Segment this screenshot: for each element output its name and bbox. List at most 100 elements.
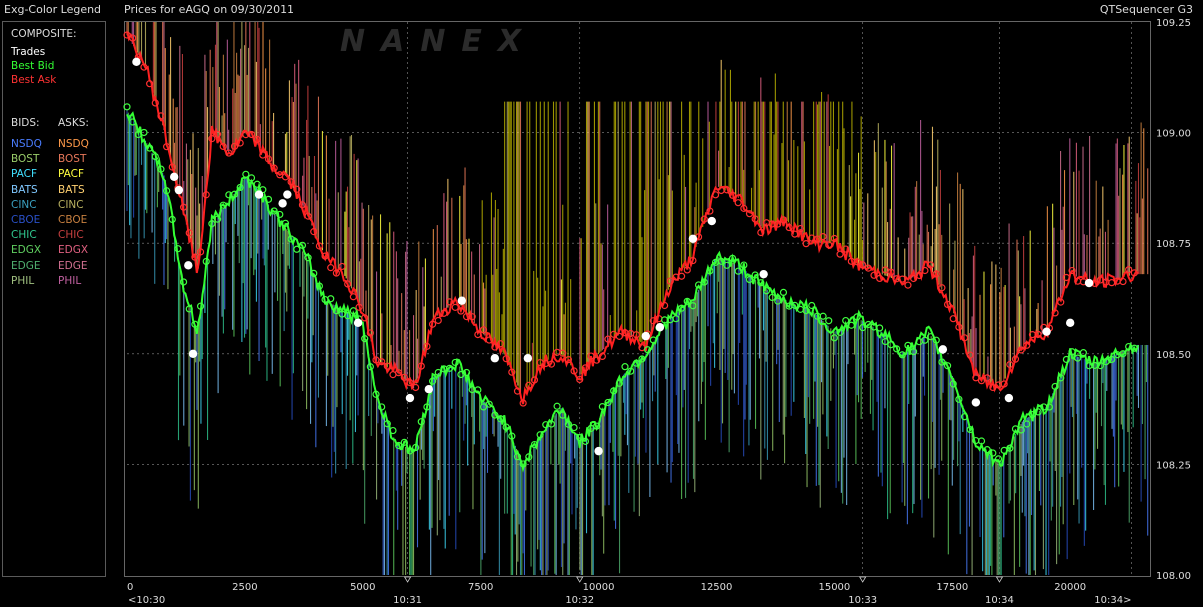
ask-quote-marker	[960, 334, 969, 342]
ask-quote-marker	[1006, 360, 1014, 369]
trade-point	[655, 323, 665, 332]
legend-bid-phil: PHIL	[11, 274, 35, 287]
app-name: QTSequencer G3	[1099, 3, 1193, 16]
ask-quote-marker	[813, 235, 822, 243]
bid-quote-marker	[1096, 362, 1104, 370]
bid-quote-marker	[485, 400, 493, 408]
bid-quote-marker	[955, 395, 963, 403]
bid-quote-marker	[966, 425, 974, 434]
ask-quote-marker	[1017, 346, 1025, 354]
ask-quote-marker	[185, 229, 193, 237]
y-tick-label: 108.50	[1156, 350, 1191, 361]
ask-quote-marker	[972, 374, 980, 382]
x-tick-label: 2500	[232, 582, 257, 593]
bid-quote-marker	[179, 278, 188, 286]
bid-quote-marker	[938, 358, 946, 366]
ask-quote-marker	[926, 261, 935, 269]
legend-best-ask: Best Ask	[11, 74, 57, 86]
bid-quote-marker	[428, 377, 437, 385]
ask-quote-marker	[955, 323, 963, 331]
ask-quote-marker	[457, 307, 465, 315]
bid-quote-marker	[921, 336, 929, 344]
ask-quote-marker	[287, 178, 295, 186]
ask-quote-marker	[530, 376, 539, 384]
ask-quote-marker	[1130, 269, 1138, 277]
ask-quote-marker	[253, 135, 261, 144]
ask-quote-marker	[706, 207, 714, 215]
bid-quote-marker	[1068, 348, 1076, 356]
bid-quote-marker	[576, 433, 584, 442]
ask-quote-marker	[604, 335, 612, 343]
ask-quote-marker	[553, 348, 561, 356]
trade-point	[184, 261, 193, 270]
ask-quote-marker	[332, 269, 340, 277]
time-label: 10:33	[848, 595, 877, 606]
bid-quote-marker	[253, 180, 261, 188]
bid-quote-marker	[593, 422, 601, 430]
ask-quote-marker	[570, 367, 578, 375]
ask-quote-marker	[853, 258, 861, 266]
legend-ask-bost: BOST	[58, 153, 87, 166]
ask-quote-marker	[519, 399, 527, 407]
ask-quote-marker	[864, 264, 872, 272]
ask-quote-marker	[842, 245, 850, 253]
trade-point	[174, 185, 184, 195]
bid-quote-marker	[123, 103, 131, 111]
bids-label: BIDS:	[11, 117, 40, 129]
bid-quote-marker	[1051, 382, 1059, 391]
bid-quote-marker	[1017, 426, 1025, 434]
x-tick-label: 10000	[583, 582, 615, 593]
ask-quote-marker	[1057, 298, 1065, 306]
bid-quote-marker	[157, 165, 165, 173]
ask-quote-marker	[581, 364, 589, 372]
bid-quote-marker	[530, 440, 539, 449]
ask-quote-marker	[304, 212, 312, 220]
ask-quote-marker	[236, 139, 244, 147]
bid-quote-marker	[547, 420, 556, 428]
ask-quote-marker	[157, 112, 165, 120]
bid-quote-marker	[717, 257, 725, 265]
bid-quote-marker	[474, 386, 482, 394]
bid-quote-marker	[808, 301, 816, 310]
ask-quote-marker	[451, 303, 459, 311]
bid-quote-marker	[310, 269, 318, 277]
ask-quote-marker	[151, 99, 159, 107]
bid-quote-marker	[349, 307, 357, 315]
legend-ask-edge: EDGE	[58, 259, 88, 272]
ask-quote-marker	[1125, 266, 1133, 274]
ask-quote-marker	[406, 379, 414, 387]
bid-quote-marker	[864, 320, 872, 329]
legend-ask-edgx: EDGX	[58, 244, 89, 257]
bid-quote-marker	[819, 312, 827, 320]
ask-quote-marker	[1000, 380, 1008, 388]
bid-quote-marker	[344, 312, 352, 320]
ask-quote-marker	[1108, 279, 1116, 287]
bid-quote-marker	[502, 423, 510, 431]
ask-quote-marker	[208, 135, 216, 143]
ask-quote-marker	[491, 343, 499, 351]
ask-quote-marker	[711, 191, 720, 199]
asks-label: ASKS:	[58, 117, 89, 129]
bid-quote-marker	[683, 297, 691, 305]
bid-quote-marker	[943, 362, 952, 370]
trade-point	[938, 345, 948, 354]
time-label: <10:30	[128, 595, 165, 606]
bid-quote-marker	[513, 453, 522, 461]
ask-quote-marker	[196, 248, 205, 256]
trade-point	[188, 349, 198, 358]
bid-quote-marker	[745, 275, 754, 284]
bid-quote-marker	[1045, 403, 1054, 411]
bid-quote-marker	[417, 418, 425, 426]
legend-title: Exg-Color Legend	[4, 3, 102, 16]
ask-quote-marker	[383, 362, 391, 370]
bid-quote-marker	[774, 297, 782, 305]
ask-quote-marker	[525, 381, 533, 389]
bid-quote-marker	[881, 337, 889, 346]
bid-quote-marker	[830, 334, 838, 342]
ask-quote-marker	[264, 155, 273, 163]
bid-quote-marker	[236, 183, 244, 192]
bid-quote-marker	[1079, 349, 1087, 357]
bid-quote-marker	[519, 460, 527, 468]
trade-point	[1065, 318, 1075, 328]
exchange-color-legend: COMPOSITE: Trades Best Bid Best Ask BIDS…	[2, 21, 106, 577]
